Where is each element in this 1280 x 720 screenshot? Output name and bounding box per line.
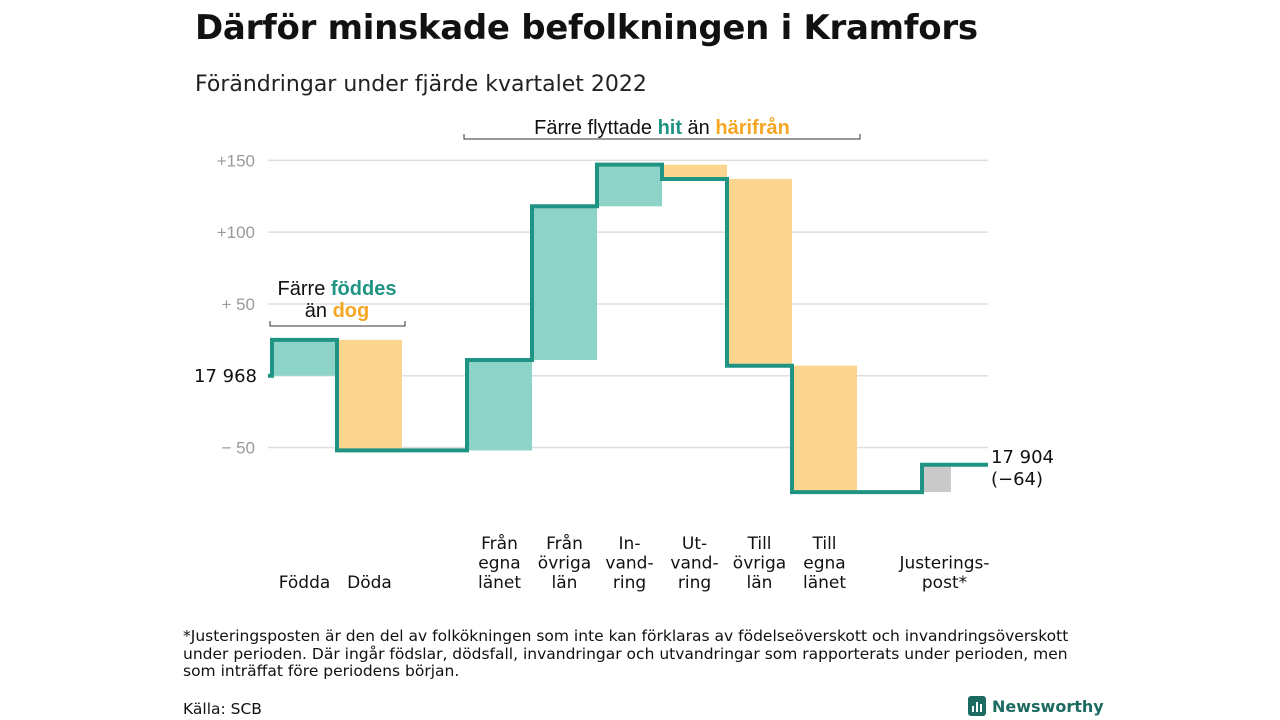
moves-annotation: Färre flyttade hit än härifrån — [534, 116, 790, 139]
births-annotation-line2: än dog — [305, 300, 369, 322]
category-label: Från — [481, 533, 518, 554]
category-label: Döda — [347, 573, 392, 593]
category-label: Till — [811, 534, 836, 554]
category-label: Födda — [279, 573, 331, 593]
moves-bracket — [463, 134, 861, 140]
y-tick-label: − 50 — [221, 439, 255, 458]
step-line — [268, 162, 988, 495]
category-label: In- — [619, 534, 641, 554]
start-value-label: 17 968 — [194, 366, 257, 387]
bar-invandring — [597, 164, 662, 207]
bar-döda — [337, 339, 402, 451]
category-label: län — [747, 573, 773, 593]
births-annotation-line1: Färre föddes — [278, 278, 397, 300]
y-tick-label: +150 — [217, 151, 255, 170]
bar-justeringspost — [922, 464, 951, 493]
chart-title: Därför minskade befolkningen i Kramfors — [195, 8, 978, 48]
bar-frånegnalänet — [467, 359, 532, 451]
bar-tillegnalänet — [792, 365, 857, 493]
bar-frånövrigalän — [532, 206, 597, 360]
grid-lines: +150 +100 + 50 − 50 — [217, 151, 988, 458]
births-bracket — [269, 321, 406, 327]
newsworthy-icon — [968, 696, 986, 716]
end-change-label: (−64) — [991, 469, 1043, 490]
category-label: Från — [546, 533, 583, 554]
bar-födda — [272, 339, 337, 376]
category-label: post* — [922, 573, 967, 593]
brand-name: Newsworthy — [992, 696, 1104, 716]
category-label: vand- — [670, 554, 718, 574]
labels: Födda DödaFrånegnalänetFrånövrigalänIn-va… — [194, 366, 1054, 593]
end-value-label: 17 904 — [991, 447, 1054, 468]
brand-logo: Newsworthy — [968, 696, 1104, 716]
category-label: vand- — [605, 554, 653, 574]
category-label: Ut- — [682, 534, 707, 554]
category-label: länet — [803, 573, 846, 593]
bars — [272, 164, 951, 493]
category-label: ring — [613, 573, 646, 593]
bar-tillövrigalän — [727, 179, 792, 366]
bar-utvandring — [662, 164, 727, 180]
waterfall-step-line — [268, 162, 988, 495]
category-label: ring — [678, 573, 711, 593]
category-label: övriga — [538, 554, 591, 574]
category-label: Till — [746, 534, 771, 554]
category-label: länet — [478, 573, 521, 593]
source: Källa: SCB — [183, 700, 262, 718]
footnote: *Justeringsposten är den del av folkökni… — [183, 627, 1069, 680]
category-label: egna — [478, 554, 520, 574]
category-label: övriga — [733, 554, 786, 574]
chart-subtitle: Förändringar under fjärde kvartalet 2022 — [195, 72, 647, 97]
y-tick-label: +100 — [217, 223, 255, 242]
category-label: Justerings- — [898, 554, 989, 574]
y-tick-label: + 50 — [221, 295, 255, 314]
category-label: egna — [803, 554, 845, 574]
category-label: län — [552, 573, 578, 593]
